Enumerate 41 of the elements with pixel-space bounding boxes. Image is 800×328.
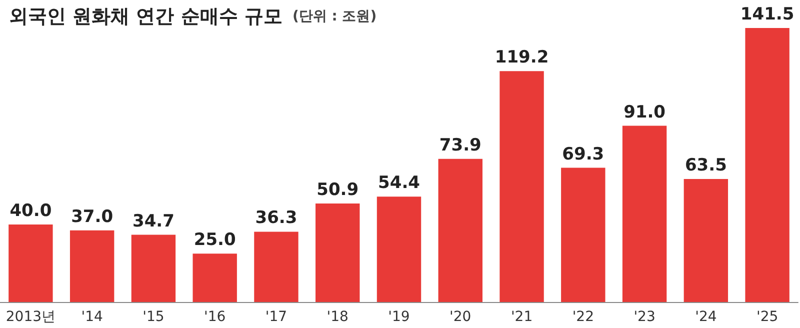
bar xyxy=(438,158,482,302)
x-tick-label: '14 xyxy=(81,309,103,325)
data-label: 73.9 xyxy=(439,135,482,156)
bar xyxy=(500,71,544,302)
data-label: 54.4 xyxy=(378,173,420,194)
data-label: 69.3 xyxy=(562,144,604,164)
bar xyxy=(561,168,606,302)
x-tick-label: '20 xyxy=(450,309,472,325)
bar xyxy=(70,230,114,302)
data-label: 50.9 xyxy=(316,180,359,200)
data-label: 34.7 xyxy=(132,211,174,232)
x-tick-label: '18 xyxy=(326,309,348,325)
data-label: 141.5 xyxy=(740,4,794,24)
data-label: 91.0 xyxy=(624,102,666,122)
bar xyxy=(745,28,790,302)
bar xyxy=(254,232,298,302)
data-label: 119.2 xyxy=(494,48,549,68)
data-label: 36.3 xyxy=(255,208,298,228)
x-tick-label: '21 xyxy=(510,309,533,325)
chart-title: 외국인 원화채 연간 순매수 규모 xyxy=(9,6,282,28)
x-tick-label: '16 xyxy=(204,309,226,325)
x-tick-label: 2013년 xyxy=(6,309,56,325)
data-label: 37.0 xyxy=(71,206,114,227)
bar xyxy=(316,203,360,302)
data-label: 40.0 xyxy=(10,201,52,222)
x-tick-label: '22 xyxy=(572,309,594,325)
bar xyxy=(131,234,176,302)
x-tick-label: '17 xyxy=(265,309,288,325)
x-tick-label: '25 xyxy=(756,309,778,325)
bar xyxy=(684,179,728,302)
x-tick-label: '24 xyxy=(695,309,717,325)
bar xyxy=(622,126,667,302)
bar xyxy=(8,224,53,302)
bar xyxy=(376,196,422,302)
x-tick-label: '15 xyxy=(142,309,164,325)
x-tick-label: '23 xyxy=(634,309,656,325)
x-tick-label: '19 xyxy=(388,309,410,325)
data-label: 25.0 xyxy=(194,230,236,250)
data-label: 63.5 xyxy=(684,156,727,176)
bar xyxy=(192,254,237,302)
chart-subtitle: (단위 : 조원) xyxy=(292,8,377,24)
